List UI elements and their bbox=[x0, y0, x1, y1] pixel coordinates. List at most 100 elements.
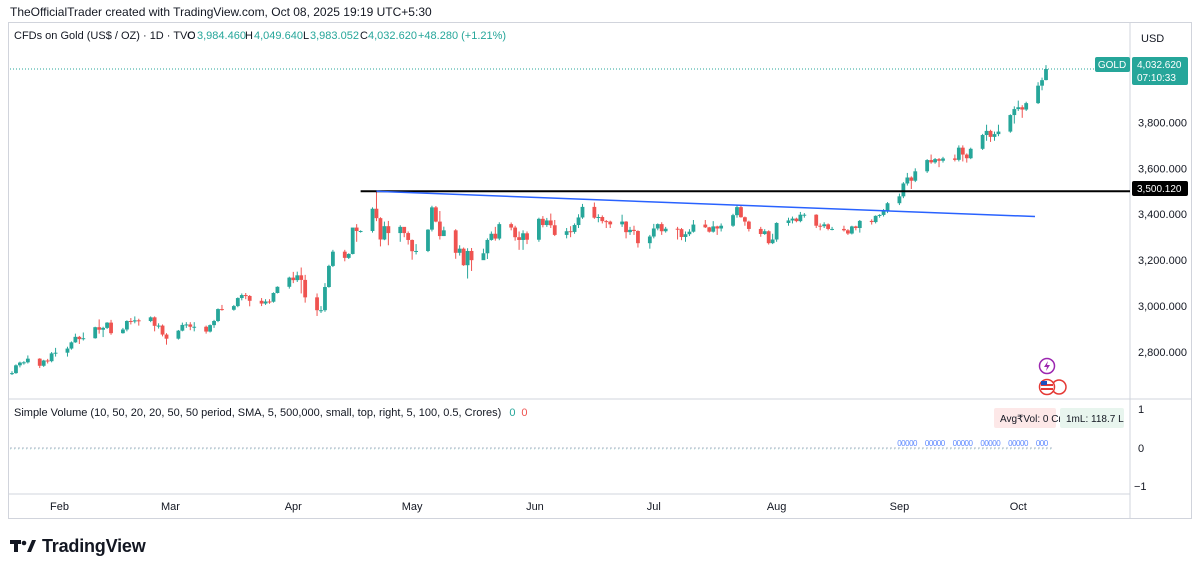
candle-body bbox=[374, 208, 379, 219]
candle-body bbox=[180, 324, 185, 331]
candle-body bbox=[65, 348, 70, 353]
candle-body bbox=[540, 218, 545, 226]
candle-body bbox=[461, 248, 466, 266]
time-tick-label: Oct bbox=[1010, 501, 1027, 513]
change-value: +48.280 (+1.21%) bbox=[418, 30, 506, 42]
candle-body bbox=[877, 214, 882, 216]
lightning-icon[interactable] bbox=[1038, 357, 1056, 375]
candle-body bbox=[430, 207, 434, 230]
candle-body bbox=[537, 218, 541, 240]
candle-body bbox=[378, 218, 383, 240]
candle-body bbox=[580, 206, 585, 218]
candle-body bbox=[330, 251, 335, 266]
candle-body bbox=[204, 326, 209, 332]
volume-bar-label: 0 bbox=[1040, 439, 1045, 448]
candle-body bbox=[628, 229, 632, 233]
candle-body bbox=[53, 352, 58, 354]
candle-body bbox=[350, 227, 355, 254]
volume-bar-label: 0 bbox=[992, 439, 997, 448]
price-axis[interactable]: 3,800.000 3,600.000 3,400.000 3,200.000 3,00… bbox=[1138, 117, 1187, 359]
candle-body bbox=[239, 295, 244, 299]
ohlc-values: O 3,984.460 H 4,049.640 L 3,983.052 C 4,… bbox=[187, 30, 506, 42]
candle-body bbox=[489, 233, 494, 240]
avg-vol-badge-bg bbox=[994, 408, 1056, 428]
candle-body bbox=[636, 231, 640, 244]
candle-body bbox=[937, 159, 941, 161]
candle-body bbox=[402, 226, 407, 234]
candle-body bbox=[521, 233, 525, 240]
time-axis[interactable]: Feb Mar Apr May Jun Jul Aug Sep Oct bbox=[50, 501, 1027, 513]
candle-body bbox=[299, 275, 304, 280]
candle-body bbox=[457, 248, 462, 253]
volume-bar-label: 0 bbox=[929, 439, 934, 448]
open-label: O bbox=[187, 30, 196, 42]
candle-body bbox=[758, 228, 763, 234]
candle-body bbox=[683, 234, 688, 237]
candle-body bbox=[651, 228, 656, 237]
attribution-text: TheOfficialTrader created with TradingVi… bbox=[10, 5, 432, 19]
candle-body bbox=[426, 229, 430, 251]
candle-body bbox=[291, 277, 296, 281]
candle-body bbox=[798, 214, 803, 222]
candle-body bbox=[873, 215, 878, 223]
candle-body bbox=[1016, 107, 1021, 110]
tradingview-logo[interactable]: TradingView bbox=[10, 536, 146, 556]
high-value: 4,049.640 bbox=[254, 30, 303, 42]
candle-body bbox=[596, 216, 601, 218]
level-price-tag: 3,500.120 bbox=[1132, 181, 1188, 196]
candle-body bbox=[386, 226, 391, 234]
candle-body bbox=[152, 317, 157, 326]
candle-body bbox=[735, 207, 739, 216]
candle-body bbox=[846, 230, 850, 234]
candle-body bbox=[715, 226, 720, 229]
candle-body bbox=[659, 224, 664, 232]
candle-body bbox=[208, 325, 212, 332]
candle-body bbox=[25, 358, 30, 363]
us-flag-icon[interactable] bbox=[1038, 378, 1067, 396]
candle-body bbox=[929, 160, 934, 163]
volume-axis-1: 1 bbox=[1138, 404, 1144, 416]
time-tick-label: Jun bbox=[526, 501, 544, 513]
price-tick-label: 3,400.000 bbox=[1138, 209, 1187, 221]
candle-body bbox=[184, 324, 189, 326]
candle-body bbox=[434, 207, 438, 222]
candle-body bbox=[711, 226, 716, 232]
low-label: L bbox=[303, 30, 309, 42]
candle-body bbox=[980, 135, 985, 149]
volume-bar-label: 0 bbox=[1044, 439, 1049, 448]
ml-badge: 1mL: 118.7 L bbox=[1066, 414, 1124, 425]
volume-bar-label: 0 bbox=[961, 439, 966, 448]
time-tick-label: Aug bbox=[767, 501, 787, 513]
candle-body bbox=[842, 228, 846, 231]
candle-body bbox=[604, 221, 609, 223]
attribution-header: TheOfficialTrader created with TradingVi… bbox=[0, 0, 1200, 22]
descending-trendline[interactable] bbox=[376, 190, 1036, 218]
candle-body bbox=[984, 130, 989, 136]
candle-body bbox=[497, 224, 502, 239]
candle-body bbox=[992, 134, 997, 137]
avg-vol-badge: Avg₹Vol: 0 Cr bbox=[1000, 414, 1062, 425]
volume-bar-label: 0 bbox=[953, 439, 958, 448]
candle-body bbox=[21, 362, 26, 364]
candle-body bbox=[881, 210, 886, 215]
candle-body bbox=[762, 231, 767, 234]
candle-body bbox=[1036, 85, 1040, 104]
time-tick-label: Mar bbox=[161, 501, 180, 513]
currency-label[interactable]: USD bbox=[1141, 33, 1164, 45]
candle-body bbox=[315, 297, 319, 311]
candle-body bbox=[746, 221, 751, 229]
ml-badge-bg bbox=[1060, 408, 1124, 428]
volume-bar-label: 0 bbox=[913, 439, 918, 448]
price-tick-label: 3,600.000 bbox=[1138, 163, 1187, 175]
candle-body bbox=[703, 224, 708, 228]
candle-body bbox=[358, 231, 363, 233]
candle-body bbox=[469, 250, 474, 261]
candle-body bbox=[342, 251, 347, 258]
candle-body bbox=[136, 320, 141, 322]
candle-body bbox=[849, 226, 854, 234]
candle-body bbox=[109, 322, 113, 334]
candle-body bbox=[1040, 80, 1044, 86]
candle-body bbox=[707, 227, 712, 232]
candle-body bbox=[247, 295, 252, 301]
